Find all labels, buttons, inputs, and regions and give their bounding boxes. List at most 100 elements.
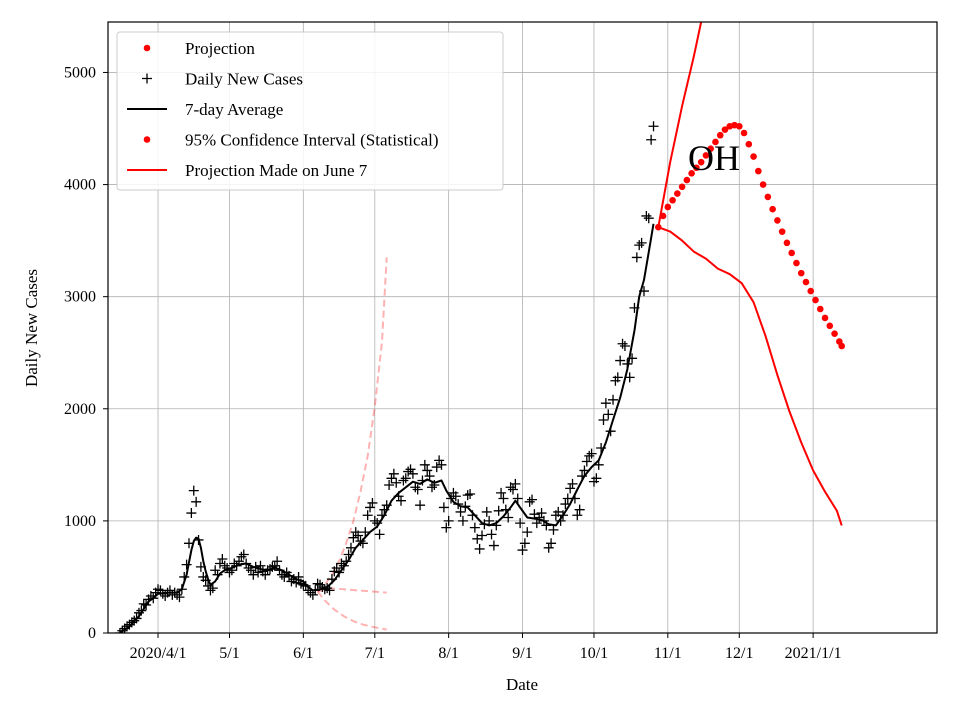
case-marker [431, 462, 442, 473]
case-marker [374, 529, 385, 540]
projection-dot [750, 153, 757, 160]
series-line [316, 257, 388, 593]
case-marker [422, 465, 433, 476]
series-line [657, 226, 843, 526]
case-marker [186, 508, 197, 519]
series-projection-made-on-june-7-central [317, 587, 387, 594]
legend-label: 7-day Average [185, 100, 283, 119]
case-marker [581, 456, 592, 467]
case-marker [648, 121, 659, 132]
case-marker [543, 542, 554, 553]
projection-dot [702, 152, 710, 159]
y-tick-label: 3000 [64, 289, 96, 306]
case-marker [226, 565, 237, 576]
series-7-day-average [119, 223, 655, 633]
case-marker [600, 398, 611, 409]
x-tick-label: 7/1 [365, 645, 385, 662]
case-marker [181, 559, 192, 570]
case-marker [153, 584, 164, 595]
case-marker [503, 512, 514, 523]
projection-dot [759, 181, 767, 188]
case-marker [345, 542, 356, 553]
case-marker [405, 464, 416, 475]
case-marker [114, 628, 125, 633]
projection-dot [821, 314, 829, 322]
case-marker [517, 545, 528, 556]
case-marker [286, 576, 297, 587]
case-marker [400, 473, 411, 484]
case-marker [477, 530, 488, 541]
case-marker [407, 468, 418, 479]
case-marker [438, 502, 449, 513]
case-marker [365, 502, 376, 513]
legend-item: Projection [143, 39, 255, 58]
case-marker [498, 493, 509, 504]
projection-dot [778, 228, 786, 235]
case-marker [536, 508, 547, 519]
case-marker [619, 340, 630, 351]
case-marker [367, 497, 378, 508]
case-marker [591, 473, 602, 484]
case-marker [260, 569, 271, 580]
case-marker [565, 483, 576, 494]
case-marker [348, 532, 359, 543]
case-marker [369, 515, 380, 526]
case-marker [207, 583, 218, 594]
x-tick-label: 2020/4/1 [130, 645, 187, 662]
projection-dot [683, 176, 691, 184]
case-marker [419, 459, 430, 470]
case-marker [217, 554, 228, 565]
case-marker [507, 484, 518, 495]
case-marker [434, 455, 445, 466]
axis-ticks: 2020/4/1 5/1 6/1 7/1 8/1 9/1 10/1 11/1 12/1 2021/… [64, 64, 842, 662]
projection-dot [745, 140, 753, 148]
legend-label: Projection Made on June 7 [185, 161, 368, 180]
case-marker [546, 538, 557, 549]
x-tick-label: 12/1 [725, 645, 753, 662]
projection-dot [838, 342, 846, 350]
projection-dot [712, 138, 719, 146]
case-marker [617, 338, 628, 349]
case-marker [515, 518, 526, 529]
legend-label: 95% Confidence Interval (Statistical) [185, 131, 439, 150]
case-marker [527, 494, 538, 505]
case-marker [462, 490, 473, 501]
case-marker [608, 394, 619, 405]
case-marker [455, 506, 466, 517]
series-line [316, 590, 387, 631]
case-marker [643, 213, 654, 224]
legend-box [116, 31, 504, 191]
x-tick-label: 8/1 [438, 645, 458, 662]
case-marker [484, 515, 495, 526]
projection-dot [740, 129, 748, 137]
case-marker [631, 252, 642, 263]
series-line [119, 223, 655, 633]
case-marker [615, 355, 626, 366]
projection-dot [678, 183, 686, 191]
legend-item: Daily New Cases [142, 70, 303, 89]
case-marker [412, 484, 423, 495]
case-marker [214, 558, 225, 569]
case-marker [403, 466, 414, 477]
case-marker [164, 585, 175, 596]
legend-plus-marker [142, 73, 152, 84]
case-marker [636, 237, 647, 248]
case-marker [572, 510, 583, 521]
y-tick-label: 0 [88, 625, 96, 642]
projection-dot [664, 203, 672, 211]
case-marker [624, 372, 635, 383]
case-marker [191, 496, 202, 507]
case-marker [315, 579, 326, 590]
series-projection [654, 121, 846, 350]
case-marker [584, 450, 595, 461]
series-line [657, 22, 703, 228]
projection-dot [669, 196, 676, 204]
case-marker [522, 527, 533, 538]
case-marker [279, 571, 290, 582]
case-marker [324, 585, 335, 596]
case-marker [362, 510, 373, 521]
y-tick-label: 1000 [64, 513, 96, 530]
series-95-confidence-interval-statistical-lower [657, 226, 843, 526]
projection-dot [816, 305, 824, 313]
